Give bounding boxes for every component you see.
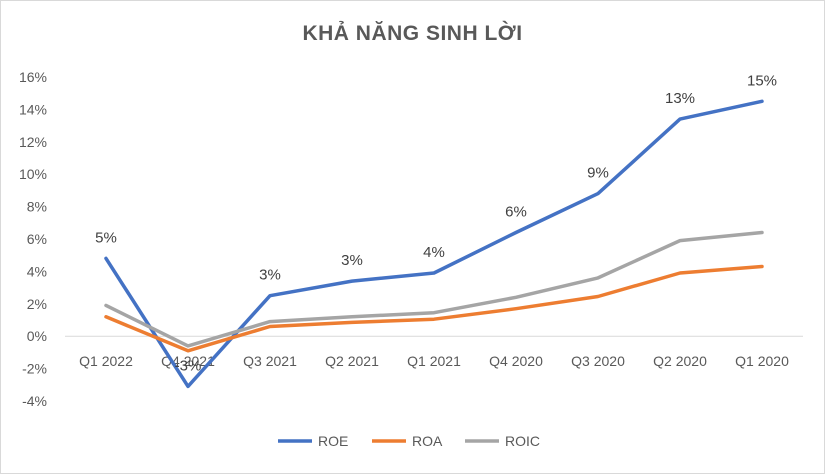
y-tick-label: -4% xyxy=(22,393,47,409)
x-tick-label: Q4 2020 xyxy=(489,353,543,369)
y-tick-label: -2% xyxy=(22,361,47,377)
chart-title: KHẢ NĂNG SINH LỜI xyxy=(302,22,523,45)
data-label: 5% xyxy=(95,229,117,246)
series-layer xyxy=(104,99,764,389)
x-tick-label: Q3 2020 xyxy=(571,353,625,369)
series-line-roa xyxy=(104,264,764,353)
y-tick-label: 4% xyxy=(27,263,47,279)
legend: ROE ROA ROIC xyxy=(278,433,540,449)
y-tick-label: 12% xyxy=(19,134,47,150)
x-tick-label: Q2 2020 xyxy=(653,353,707,369)
data-label: 3% xyxy=(341,252,363,269)
y-tick-label: 10% xyxy=(19,166,47,182)
data-label: 4% xyxy=(423,244,445,261)
data-label: -3% xyxy=(175,357,202,374)
series-line-roic xyxy=(104,230,764,348)
x-tick-label: Q3 2021 xyxy=(243,353,297,369)
data-label: 13% xyxy=(665,90,695,107)
y-tick-label: 16% xyxy=(19,69,47,85)
data-label: 3% xyxy=(259,267,281,284)
data-label: 6% xyxy=(505,204,527,221)
y-tick-label: 0% xyxy=(27,328,47,344)
data-label: 9% xyxy=(587,165,609,182)
legend-label-roa: ROA xyxy=(412,433,443,449)
y-tick-label: 2% xyxy=(27,296,47,312)
y-tick-label: 14% xyxy=(19,101,47,117)
legend-label-roic: ROIC xyxy=(505,433,540,449)
x-tick-label: Q1 2021 xyxy=(407,353,461,369)
series-line-roe xyxy=(104,99,764,389)
x-axis: Q1 2022 Q4 2021 Q3 2021 Q2 2021 Q1 2021 Q4 20… xyxy=(79,353,789,369)
data-label: 15% xyxy=(747,72,777,89)
y-axis: -4% -2% 0% 2% 4% 6% 8% 10% 12% 14% 16% xyxy=(19,69,47,409)
x-tick-label: Q1 2022 xyxy=(79,353,133,369)
legend-label-roe: ROE xyxy=(318,433,348,449)
data-labels: 5% -3% 3% 3% 4% 6% 9% 13% 15% xyxy=(95,72,777,374)
y-tick-label: 8% xyxy=(27,199,47,215)
x-tick-label: Q1 2020 xyxy=(735,353,789,369)
y-tick-label: 6% xyxy=(27,231,47,247)
x-tick-label: Q2 2021 xyxy=(325,353,379,369)
